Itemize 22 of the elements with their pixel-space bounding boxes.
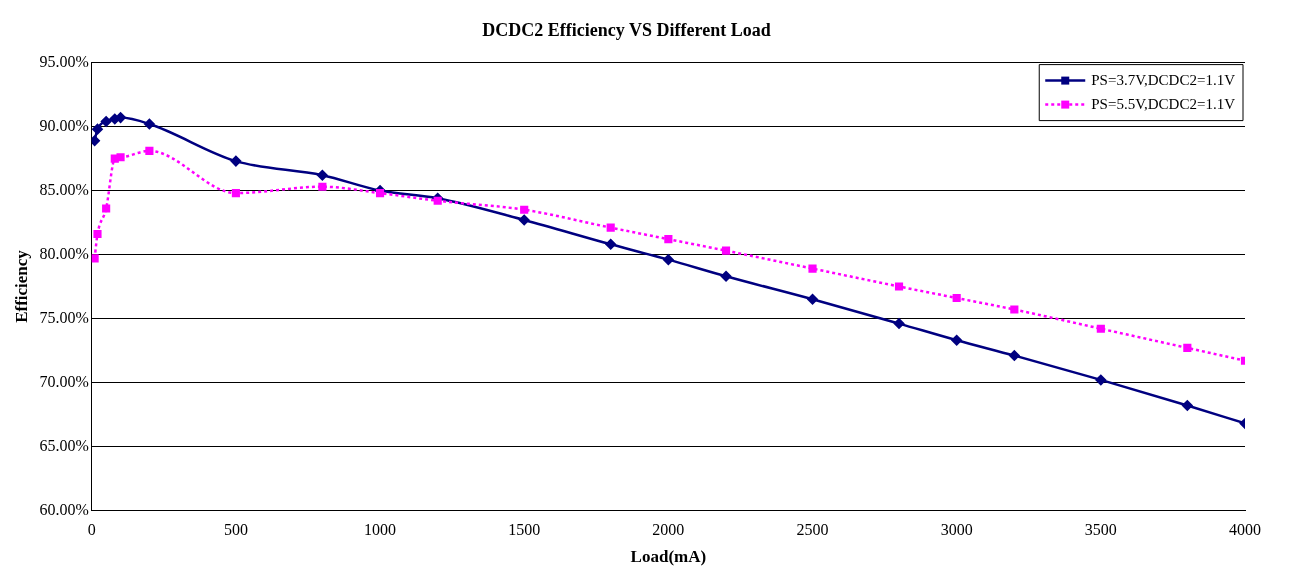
- legend-label: PS=5.5V,DCDC2=1.1V: [1091, 95, 1236, 112]
- chart-title: DCDC2 Efficiency VS Different Load: [482, 20, 771, 41]
- x-tick-label: 4000: [1229, 521, 1261, 539]
- x-tick-label: 2000: [652, 521, 685, 539]
- x-tick-label: 0: [87, 521, 96, 539]
- x-tick-label: 2500: [796, 521, 829, 539]
- y-tick-label: 80.00%: [39, 244, 89, 262]
- x-tick-label: 1000: [364, 521, 397, 539]
- y-tick-label: 65.00%: [39, 436, 89, 454]
- y-tick-label: 60.00%: [39, 500, 89, 518]
- y-tick-label: 95.00%: [39, 52, 89, 70]
- y-axis-title: Efficiency: [11, 249, 31, 323]
- x-axis-title: Load(mA): [630, 547, 707, 567]
- y-tick-label: 70.00%: [39, 372, 89, 390]
- y-tick-label: 75.00%: [39, 308, 89, 326]
- x-tick-label: 3500: [1084, 521, 1117, 539]
- x-tick-label: 1500: [508, 521, 541, 539]
- y-tick-label: 90.00%: [39, 116, 89, 134]
- x-tick-label: 3000: [940, 521, 973, 539]
- x-tick-label: 500: [223, 521, 248, 539]
- legend-label: PS=3.7V,DCDC2=1.1V: [1091, 71, 1236, 88]
- y-tick-label: 85.00%: [39, 180, 89, 198]
